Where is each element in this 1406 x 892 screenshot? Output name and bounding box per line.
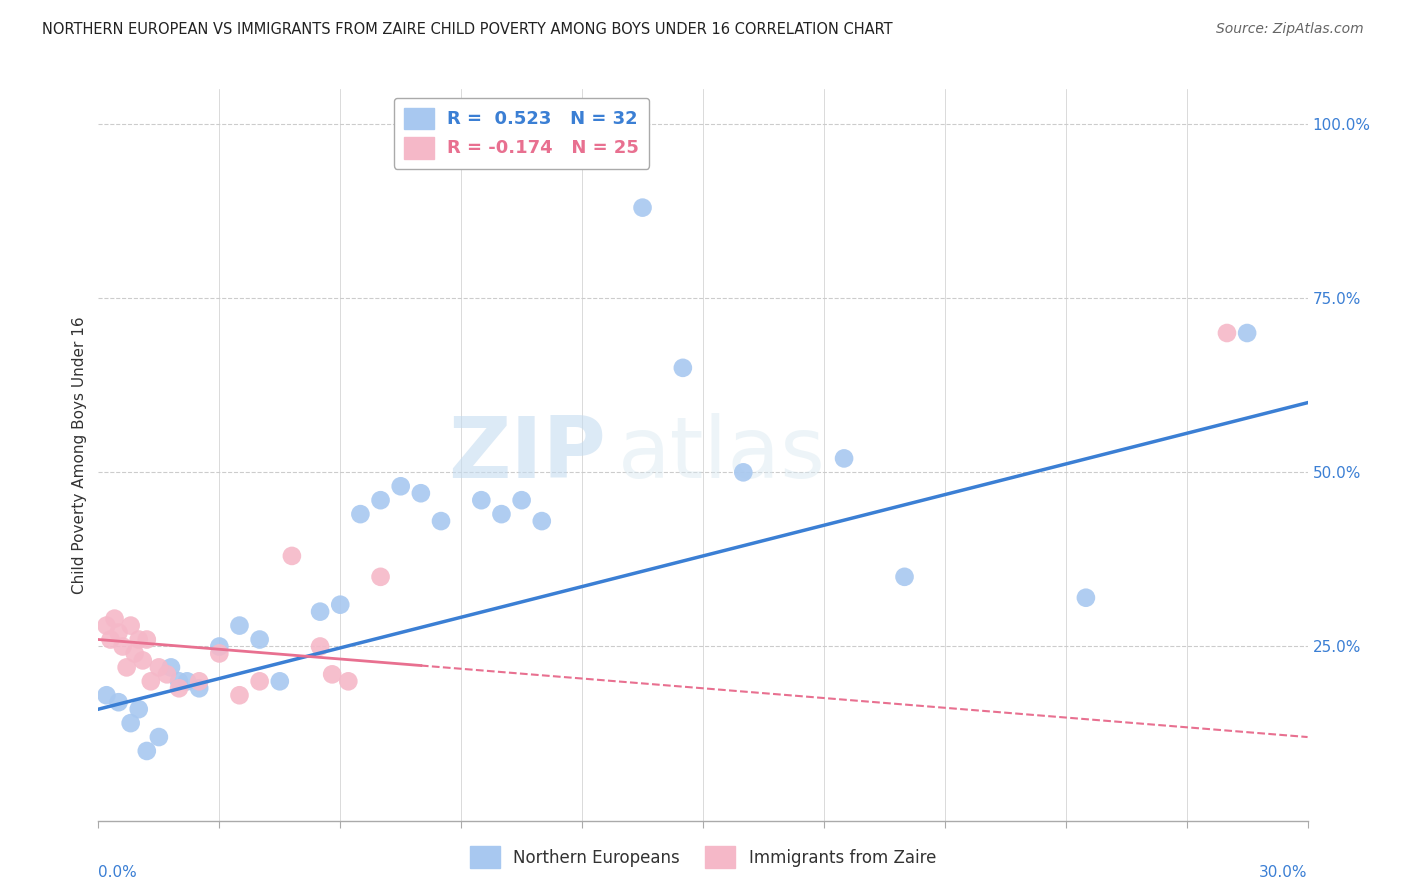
Point [120, 716, 142, 731]
Point [124, 647, 146, 661]
Point [96, 618, 118, 632]
Point [430, 514, 453, 528]
Point [139, 674, 162, 689]
Point [409, 486, 432, 500]
Point [107, 625, 129, 640]
Point [530, 514, 553, 528]
Point [321, 667, 343, 681]
Point [115, 660, 138, 674]
Point [100, 632, 122, 647]
Point [309, 640, 332, 654]
Point [1236, 326, 1258, 340]
Point [120, 618, 142, 632]
Point [249, 674, 271, 689]
Point [167, 681, 190, 696]
Point [1074, 591, 1097, 605]
Point [309, 605, 332, 619]
Point [128, 702, 150, 716]
Point [228, 618, 250, 632]
Point [349, 507, 371, 521]
Point [148, 730, 170, 744]
Text: atlas: atlas [619, 413, 827, 497]
Point [135, 744, 157, 758]
Point [491, 507, 513, 521]
Text: Source: ZipAtlas.com: Source: ZipAtlas.com [1216, 22, 1364, 37]
Point [188, 674, 211, 689]
Point [188, 681, 211, 696]
Text: 0.0%: 0.0% [98, 864, 138, 880]
Point [111, 640, 134, 654]
Point [208, 647, 231, 661]
Text: 30.0%: 30.0% [1260, 864, 1308, 880]
Point [1216, 326, 1239, 340]
Point [329, 598, 352, 612]
Point [337, 674, 360, 689]
Point [128, 632, 150, 647]
Point [733, 466, 755, 480]
Point [370, 493, 392, 508]
Point [470, 493, 492, 508]
Point [167, 674, 190, 689]
Point [893, 570, 915, 584]
Point [631, 201, 654, 215]
Point [389, 479, 412, 493]
Point [107, 695, 129, 709]
Point [160, 660, 183, 674]
Point [281, 549, 304, 563]
Point [228, 688, 250, 702]
Point [156, 667, 179, 681]
Text: ZIP: ZIP [449, 413, 606, 497]
Point [148, 660, 170, 674]
Point [103, 612, 125, 626]
Point [370, 570, 392, 584]
Point [132, 653, 155, 667]
Point [135, 632, 157, 647]
Y-axis label: Child Poverty Among Boys Under 16: Child Poverty Among Boys Under 16 [72, 316, 87, 594]
Point [672, 360, 695, 375]
Point [249, 632, 271, 647]
Point [176, 674, 198, 689]
Point [510, 493, 533, 508]
Legend: Northern Europeans, Immigrants from Zaire: Northern Europeans, Immigrants from Zair… [464, 839, 942, 874]
Point [208, 640, 231, 654]
Point [96, 688, 118, 702]
Point [832, 451, 855, 466]
Point [269, 674, 291, 689]
Text: NORTHERN EUROPEAN VS IMMIGRANTS FROM ZAIRE CHILD POVERTY AMONG BOYS UNDER 16 COR: NORTHERN EUROPEAN VS IMMIGRANTS FROM ZAI… [42, 22, 893, 37]
